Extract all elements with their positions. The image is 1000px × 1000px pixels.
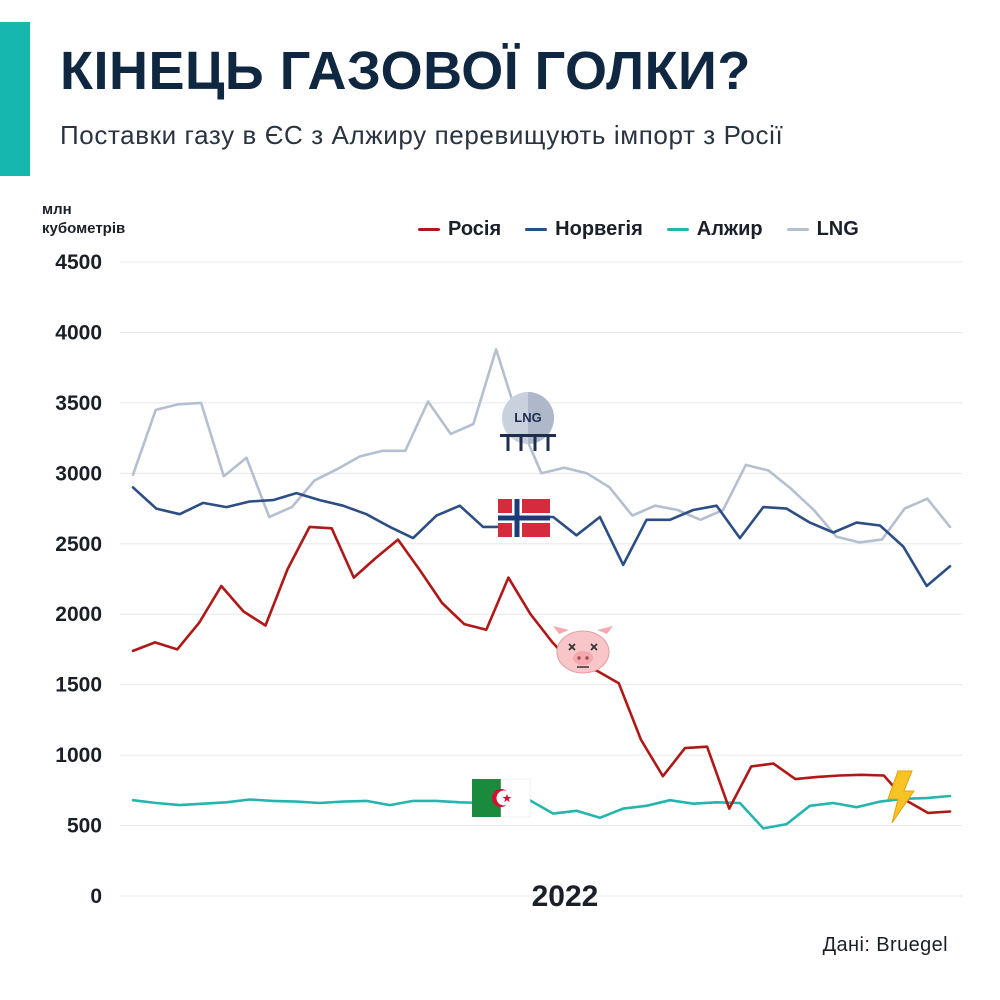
y-axis-unit-line-1: млн [42, 201, 72, 218]
legend-item-russia: Росія [418, 218, 501, 241]
y-tick-label-3000: 3000 [55, 462, 102, 485]
chart-grid [120, 261, 962, 897]
legend-item-lng: LNG [786, 218, 859, 241]
y-axis-ticks: 0 500 1000 1500 2000 2500 3000 3500 4000 4500 [55, 251, 102, 908]
x-axis-label: 2022 [532, 880, 599, 913]
y-axis-unit-line-2: кубометрів [42, 220, 126, 237]
y-tick-label-4000: 4000 [55, 321, 102, 344]
pig-face-icon [553, 626, 613, 674]
series-line-russia [131, 525, 952, 815]
y-tick-label-2000: 2000 [55, 603, 102, 626]
svg-text:LNG: LNG [514, 410, 541, 425]
legend-item-norway: Норвегія [525, 218, 643, 241]
series-line-algeria [131, 794, 952, 830]
chart-icons: LNG [472, 392, 915, 824]
y-tick-label-3500: 3500 [55, 392, 102, 415]
legend-swatch-lng [786, 228, 809, 231]
legend-label-lng: LNG [816, 218, 859, 240]
y-tick-label-500: 500 [67, 815, 102, 838]
y-tick-label-0: 0 [90, 885, 102, 908]
legend-label-russia: Росія [448, 218, 502, 240]
lng-tank-icon: LNG [500, 392, 556, 451]
data-source: Дані: Bruegel [822, 934, 948, 956]
norway-flag-icon [498, 499, 550, 537]
lightning-icon [887, 770, 915, 824]
page-title: КІНЕЦЬ ГАЗОВОЇ ГОЛКИ? [60, 41, 751, 101]
algeria-flag-icon [472, 778, 531, 818]
y-tick-label-2500: 2500 [55, 533, 102, 556]
legend-swatch-algeria [666, 228, 689, 231]
legend-label-algeria: Алжир [696, 218, 763, 240]
y-tick-label-1500: 1500 [55, 674, 102, 697]
legend-item-algeria: Алжир [666, 218, 763, 241]
chart-series-lines [131, 348, 952, 830]
legend-swatch-russia [418, 228, 440, 231]
page-subtitle: Поставки газу в ЄС з Алжиру перевищують … [60, 120, 784, 150]
series-line-lng [131, 348, 952, 544]
legend-swatch-norway [525, 228, 548, 231]
y-axis-unit-label: млн кубометрів [42, 200, 125, 238]
chart-legend: Росія Норвегія Алжир LNG [418, 218, 883, 241]
y-tick-label-4500: 4500 [55, 251, 102, 274]
legend-label-norway: Норвегія [555, 218, 643, 240]
y-tick-label-1000: 1000 [55, 744, 102, 767]
accent-bar [0, 22, 30, 176]
